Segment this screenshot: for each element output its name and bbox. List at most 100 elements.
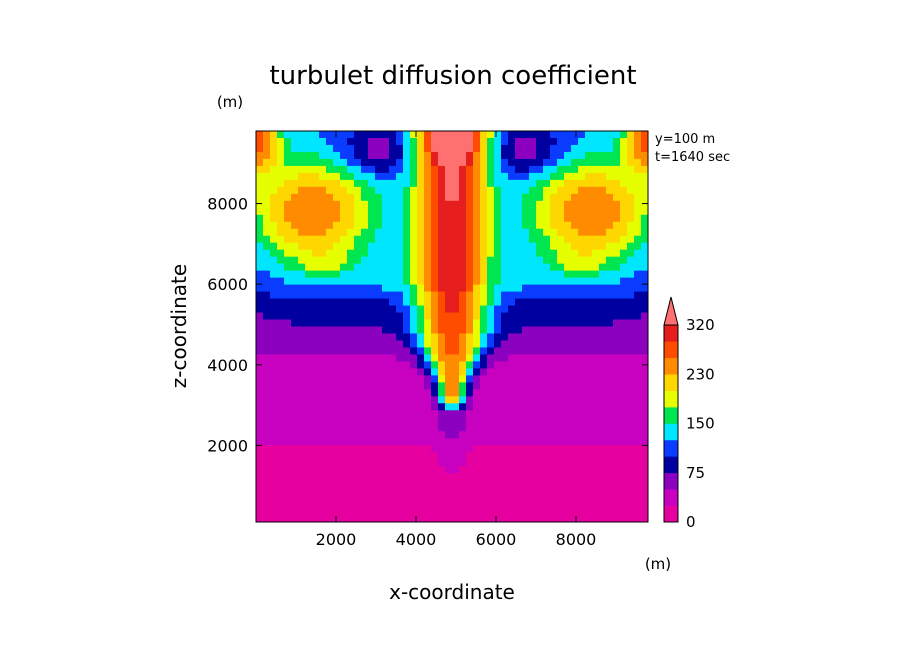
heatmap-cell: [284, 186, 292, 195]
heatmap-cell: [445, 473, 453, 481]
heatmap-cell: [326, 452, 334, 460]
heatmap-cell: [522, 354, 530, 363]
heatmap-cell: [606, 466, 614, 474]
heatmap-cell: [333, 235, 341, 244]
heatmap-cell: [333, 158, 341, 167]
heatmap-cell: [438, 186, 446, 195]
heatmap-cell: [410, 137, 418, 146]
heatmap-cell: [487, 291, 495, 300]
heatmap-cell: [410, 424, 418, 432]
heatmap-cell: [564, 354, 572, 363]
heatmap-cell: [480, 459, 488, 467]
heatmap-cell: [550, 431, 558, 439]
heatmap-cell: [326, 431, 334, 439]
heatmap-cell: [585, 340, 593, 349]
heatmap-cell: [270, 172, 278, 181]
heatmap-cell: [620, 508, 628, 516]
heatmap-cell: [578, 228, 586, 237]
heatmap-cell: [515, 165, 523, 174]
heatmap-cell: [410, 389, 418, 397]
heatmap-cell: [620, 459, 628, 467]
heatmap-cell: [368, 368, 376, 376]
heatmap-cell: [606, 193, 614, 202]
heatmap-cell: [354, 235, 362, 244]
heatmap-cell: [641, 459, 648, 467]
heatmap-cell: [494, 179, 502, 188]
heatmap-cell: [522, 193, 530, 202]
heatmap-cell: [382, 186, 390, 195]
heatmap-cell: [256, 207, 264, 216]
heatmap-cell: [557, 144, 565, 153]
heatmap-cell: [396, 207, 404, 216]
heatmap-cell: [347, 298, 355, 307]
heatmap-cell: [389, 326, 397, 335]
heatmap-cell: [529, 214, 537, 223]
heatmap-cell: [543, 333, 551, 342]
heatmap-cell: [473, 263, 481, 272]
heatmap-cell: [571, 452, 579, 460]
heatmap-cell: [375, 221, 383, 230]
heatmap-cell: [459, 459, 467, 467]
heatmap-cell: [459, 158, 467, 167]
heatmap-cell: [403, 347, 411, 356]
heatmap-cell: [522, 333, 530, 342]
heatmap-cell: [354, 445, 362, 453]
heatmap-cell: [592, 158, 600, 167]
heatmap-cell: [263, 494, 271, 502]
heatmap-cell: [263, 403, 271, 411]
heatmap-cell: [536, 480, 544, 488]
heatmap-cell: [459, 305, 467, 314]
heatmap-cell: [361, 172, 369, 181]
heatmap-cell: [613, 151, 621, 160]
heatmap-cell: [319, 389, 327, 397]
heatmap-cell: [620, 431, 628, 439]
heatmap-cell: [354, 473, 362, 481]
heatmap-cell: [403, 291, 411, 300]
heatmap-cell: [354, 417, 362, 425]
heatmap-cell: [480, 298, 488, 307]
heatmap-cell: [599, 487, 607, 495]
heatmap-cell: [543, 158, 551, 167]
heatmap-cell: [389, 417, 397, 425]
heatmap-cell: [501, 494, 509, 502]
heatmap-cell: [277, 207, 285, 216]
heatmap-cell: [298, 382, 306, 390]
heatmap-cell: [403, 277, 411, 286]
heatmap-cell: [326, 221, 334, 230]
heatmap-cell: [536, 291, 544, 300]
heatmap-cell: [403, 480, 411, 488]
heatmap-cell: [536, 179, 544, 188]
heatmap-cell: [480, 284, 488, 293]
heatmap-cell: [396, 312, 404, 321]
heatmap-cell: [424, 515, 432, 522]
heatmap-cell: [599, 508, 607, 516]
heatmap-cell: [529, 298, 537, 307]
heatmap-cell: [641, 473, 648, 481]
heatmap-cell: [403, 389, 411, 397]
heatmap-cell: [585, 270, 593, 279]
heatmap-cell: [529, 403, 537, 411]
heatmap-cell: [312, 284, 320, 293]
heatmap-cell: [270, 305, 278, 314]
heatmap-cell: [368, 235, 376, 244]
heatmap-cell: [634, 501, 642, 509]
heatmap-cell: [375, 473, 383, 481]
heatmap-cell: [417, 445, 425, 453]
heatmap-cell: [382, 158, 390, 167]
heatmap-cell: [571, 410, 579, 418]
heatmap-cell: [585, 515, 593, 522]
heatmap-cell: [452, 480, 460, 488]
heatmap-cell: [277, 131, 285, 139]
heatmap-cell: [305, 158, 313, 167]
heatmap-cell: [445, 249, 453, 258]
heatmap-cell: [368, 494, 376, 502]
heatmap-cell: [452, 151, 460, 160]
heatmap-cell: [382, 137, 390, 146]
heatmap-cell: [431, 214, 439, 223]
heatmap-cell: [466, 487, 474, 495]
heatmap-cell: [417, 151, 425, 160]
heatmap-cell: [508, 424, 516, 432]
heatmap-cell: [564, 326, 572, 335]
heatmap-cell: [501, 515, 509, 522]
heatmap-cell: [473, 396, 481, 404]
